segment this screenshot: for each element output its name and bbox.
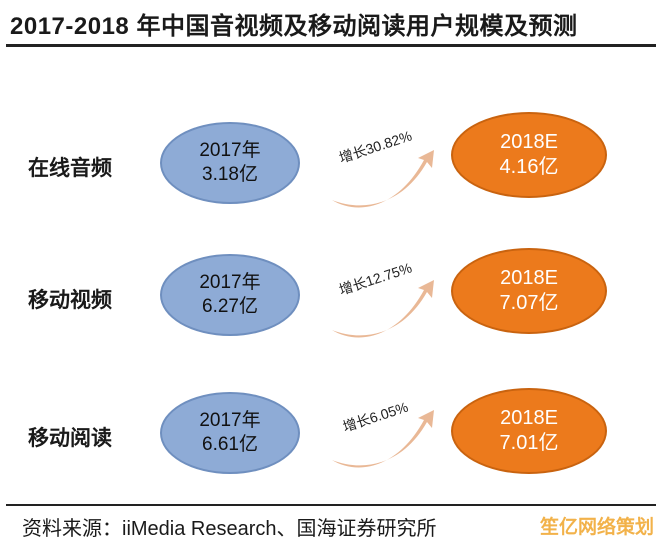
ellipse-2018-audio: 2018E 4.16亿 <box>451 112 607 198</box>
ellipse-2017-video: 2017年 6.27亿 <box>160 254 300 336</box>
row-label-audio: 在线音频 <box>28 157 112 180</box>
ellipse-2017-audio: 2017年 3.18亿 <box>160 122 300 204</box>
forecast-value: 7.01亿 <box>499 432 559 454</box>
top-divider <box>6 44 656 47</box>
base-year: 2017年 <box>199 410 261 432</box>
base-year: 2017年 <box>199 272 261 294</box>
ellipse-2018-reading: 2018E 7.01亿 <box>451 388 607 474</box>
growth-arrow-icon <box>332 150 434 208</box>
row-label-video: 移动视频 <box>28 289 112 312</box>
forecast-year: 2018E <box>500 131 558 153</box>
bottom-divider <box>6 504 656 506</box>
watermark: 笙亿网络策划 <box>539 517 654 538</box>
forecast-value: 7.07亿 <box>499 292 559 314</box>
base-value: 6.27亿 <box>202 296 258 317</box>
base-value: 6.61亿 <box>202 434 258 455</box>
row-label-reading: 移动阅读 <box>28 427 112 450</box>
ellipse-2018-video: 2018E 7.07亿 <box>451 248 607 334</box>
forecast-year: 2018E <box>500 407 558 429</box>
base-value: 3.18亿 <box>202 164 258 185</box>
forecast-value: 4.16亿 <box>499 156 559 178</box>
page-title: 2017-2018 年中国音视频及移动阅读用户规模及预测 <box>10 13 578 40</box>
growth-arrow-icon <box>332 410 434 468</box>
source-note: 资料来源：iiMedia Research、国海证券研究所 <box>22 518 437 540</box>
ellipse-2017-reading: 2017年 6.61亿 <box>160 392 300 474</box>
forecast-year: 2018E <box>500 267 558 289</box>
growth-arrow-icon <box>332 280 434 338</box>
base-year: 2017年 <box>199 140 261 162</box>
